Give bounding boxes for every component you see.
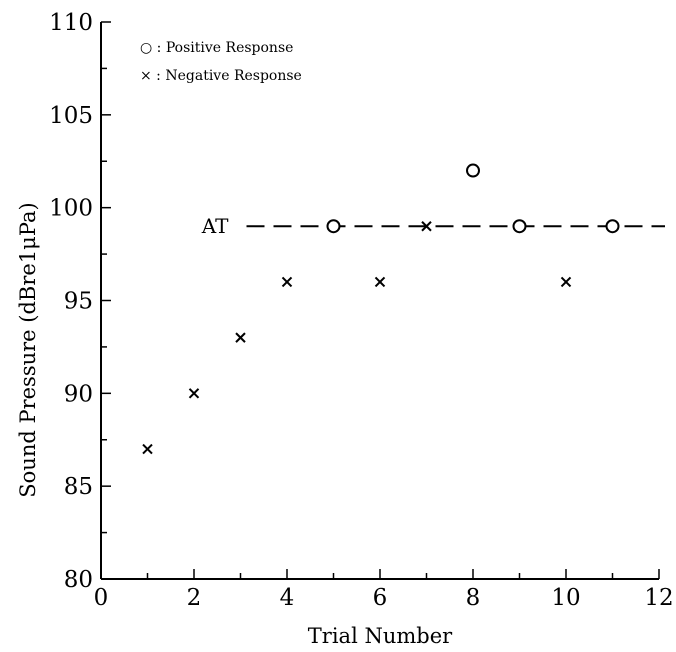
legend: ○ : Positive Response × : Negative Respo…	[140, 40, 302, 84]
x-tick-label: 12	[644, 585, 673, 611]
threshold-line-group: AT	[201, 214, 665, 238]
y-tick-label: 95	[64, 289, 93, 315]
legend-item-negative: × : Negative Response	[140, 68, 302, 84]
cross-stroke	[188, 388, 200, 399]
y-tick-label: 105	[49, 103, 93, 129]
positive-response-point	[605, 219, 620, 234]
cross-stroke	[142, 443, 153, 455]
legend-item-positive: ○ : Positive Response	[140, 40, 293, 56]
cross-stroke	[374, 276, 386, 288]
threshold-label: AT	[201, 214, 229, 238]
negative-response-point	[560, 276, 572, 288]
x-tick-label: 10	[551, 585, 580, 611]
negative-response-point	[421, 221, 432, 232]
x-tick-label: 8	[466, 585, 481, 611]
x-tick-label: 0	[94, 585, 109, 611]
positive-response-point	[326, 219, 341, 234]
cross-stroke	[281, 276, 293, 288]
negative-response-point	[374, 276, 386, 288]
axes	[100, 22, 659, 580]
negative-response-point	[235, 332, 246, 343]
y-tick-label: 110	[49, 10, 93, 36]
cross-stroke	[235, 332, 246, 343]
y-tick-label: 100	[49, 196, 93, 222]
negative-response-point	[188, 388, 200, 399]
data-points	[142, 163, 620, 455]
y-axis-title: Sound Pressure (dBre1μPa)	[16, 202, 40, 497]
negative-response-point	[142, 443, 153, 455]
cross-stroke	[421, 221, 432, 232]
x-tick-label: 6	[373, 585, 388, 611]
positive-response-point	[466, 163, 480, 178]
negative-response-point	[281, 276, 293, 288]
y-tick-label: 85	[64, 474, 93, 500]
x-tick-label: 4	[280, 585, 295, 611]
positive-response-point	[512, 219, 527, 234]
ticks: 0 2 4 6 8 10 12 80 85 90 95 100 105 110	[49, 10, 674, 611]
y-tick-label: 90	[64, 381, 93, 407]
cross-stroke	[560, 276, 572, 288]
x-axis-title: Trial Number	[308, 624, 453, 648]
y-tick-label: 80	[64, 567, 93, 593]
x-tick-label: 2	[187, 585, 202, 611]
